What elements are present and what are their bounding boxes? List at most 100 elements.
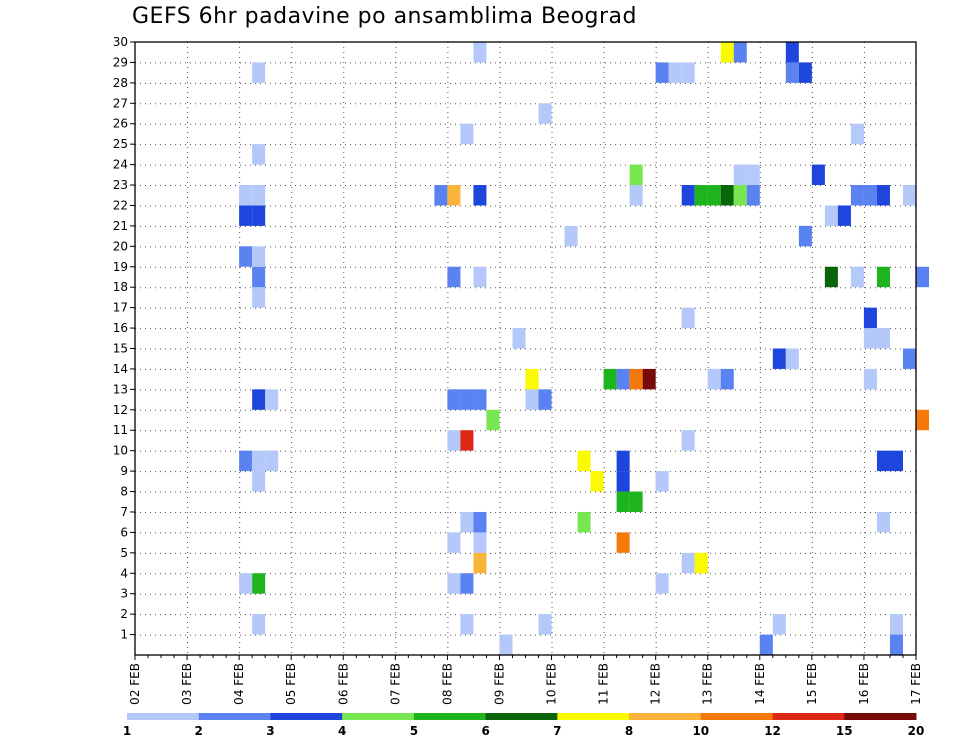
heatmap-cell bbox=[239, 185, 253, 206]
y-tick-label: 25 bbox=[113, 137, 128, 151]
heatmap-cell bbox=[681, 185, 695, 206]
heatmap-cell bbox=[720, 368, 734, 390]
y-tick-label: 10 bbox=[113, 444, 128, 458]
y-tick-label: 17 bbox=[113, 301, 128, 315]
legend-label: 2 bbox=[195, 724, 203, 738]
heatmap-cell bbox=[447, 389, 461, 410]
heatmap-cell bbox=[785, 348, 799, 369]
heatmap-cell bbox=[824, 205, 838, 226]
heatmap-cell bbox=[603, 368, 617, 390]
heatmap-cell bbox=[538, 389, 552, 410]
heatmap-cell bbox=[707, 368, 721, 390]
heatmap-cell bbox=[681, 430, 695, 451]
heatmap-cell bbox=[876, 185, 890, 206]
heatmap-cell bbox=[733, 42, 747, 63]
legend-swatch bbox=[700, 713, 774, 720]
heatmap-cell bbox=[239, 246, 253, 267]
heatmap-cell bbox=[616, 450, 630, 472]
heatmap-cell bbox=[668, 62, 682, 83]
heatmap-cell bbox=[629, 368, 643, 390]
x-tick-label: 07 FEB bbox=[388, 663, 402, 705]
legend-swatch bbox=[413, 713, 487, 720]
heatmap-cell bbox=[252, 185, 266, 206]
heatmap-cell bbox=[629, 164, 643, 186]
heatmap-cell bbox=[772, 348, 786, 369]
heatmap-cell bbox=[850, 185, 864, 206]
heatmap-cell bbox=[577, 450, 591, 472]
heatmap-cell bbox=[447, 532, 461, 553]
heatmap-cell bbox=[434, 185, 448, 206]
heatmap-cell bbox=[785, 62, 799, 83]
heatmap-cell bbox=[512, 328, 526, 349]
legend-label: 7 bbox=[553, 724, 561, 738]
legend-label: 20 bbox=[908, 724, 925, 738]
heatmap-cell bbox=[265, 389, 279, 410]
heatmap-cell bbox=[447, 430, 461, 451]
y-tick-label: 21 bbox=[113, 219, 128, 233]
heatmap-cell bbox=[694, 185, 708, 206]
heatmap-cell bbox=[655, 471, 669, 492]
heatmap-cell bbox=[876, 511, 890, 533]
heatmap-cell bbox=[681, 307, 695, 329]
heatmap-cell bbox=[239, 205, 253, 226]
y-tick-label: 2 bbox=[120, 607, 128, 621]
legend-swatch bbox=[557, 713, 630, 720]
heatmap-cell bbox=[460, 573, 474, 594]
legend-swatch bbox=[485, 713, 558, 720]
legend-swatch bbox=[198, 713, 271, 720]
y-axis: 1234567891011121314151617181920212223242… bbox=[113, 35, 135, 642]
heatmap-cell bbox=[252, 573, 266, 594]
legend-label: 4 bbox=[338, 724, 346, 738]
x-tick-label: 15 FEB bbox=[805, 663, 819, 705]
heatmap-cell bbox=[447, 573, 461, 594]
heatmap-cell bbox=[577, 511, 591, 533]
grid bbox=[135, 42, 916, 655]
legend-label: 3 bbox=[266, 724, 274, 738]
legend-label: 10 bbox=[692, 724, 709, 738]
heatmap-cell bbox=[499, 634, 513, 655]
heatmap-cell bbox=[473, 552, 487, 574]
legend-label: 15 bbox=[836, 724, 853, 738]
heatmap-cell bbox=[265, 450, 279, 472]
legend-swatch bbox=[270, 713, 343, 720]
y-tick-label: 28 bbox=[113, 76, 128, 90]
heatmap-cell bbox=[863, 185, 877, 206]
y-tick-label: 6 bbox=[120, 525, 128, 539]
heatmap-cell bbox=[850, 266, 864, 288]
heatmap-cell bbox=[239, 450, 253, 472]
x-tick-label: 16 FEB bbox=[857, 663, 871, 705]
heatmap-cell bbox=[902, 185, 916, 206]
heatmap-cell bbox=[746, 185, 760, 206]
heatmap-cell bbox=[707, 185, 721, 206]
heatmap-cell bbox=[252, 471, 266, 492]
legend-swatch bbox=[342, 713, 415, 720]
heatmap-cell bbox=[486, 409, 500, 431]
heatmap-cell bbox=[525, 389, 539, 410]
legend-swatch bbox=[629, 713, 702, 720]
heatmap-cell bbox=[798, 225, 812, 247]
heatmap-cell bbox=[252, 614, 266, 635]
heatmap-cell bbox=[252, 287, 266, 308]
legend-swatch bbox=[127, 713, 200, 720]
legend-label: 1 bbox=[123, 724, 131, 738]
heatmap-cell bbox=[473, 42, 487, 63]
heatmap-cell bbox=[889, 450, 903, 472]
x-tick-label: 08 FEB bbox=[440, 663, 454, 705]
y-tick-label: 14 bbox=[113, 362, 128, 376]
heatmap-cell bbox=[824, 266, 838, 288]
heatmap-cell bbox=[564, 225, 578, 247]
x-axis: 02 FEB 03 FEB 04 FEB 05 FEB 06 FEB 07 FEB 08 F… bbox=[128, 655, 923, 705]
x-tick-label: 06 FEB bbox=[336, 663, 350, 705]
heatmap-cell bbox=[252, 205, 266, 226]
heatmap-cell bbox=[863, 328, 877, 349]
heatmap-cell bbox=[538, 103, 552, 124]
x-tick-label: 02 FEB bbox=[128, 663, 142, 705]
heatmap-cell bbox=[590, 471, 604, 492]
x-tick-label: 14 FEB bbox=[753, 663, 767, 705]
heatmap-cell bbox=[525, 368, 539, 390]
heatmap-cell bbox=[460, 123, 474, 145]
heatmap-cell bbox=[616, 471, 630, 492]
heatmap-cell bbox=[863, 368, 877, 390]
heatmap-cell bbox=[252, 389, 266, 410]
